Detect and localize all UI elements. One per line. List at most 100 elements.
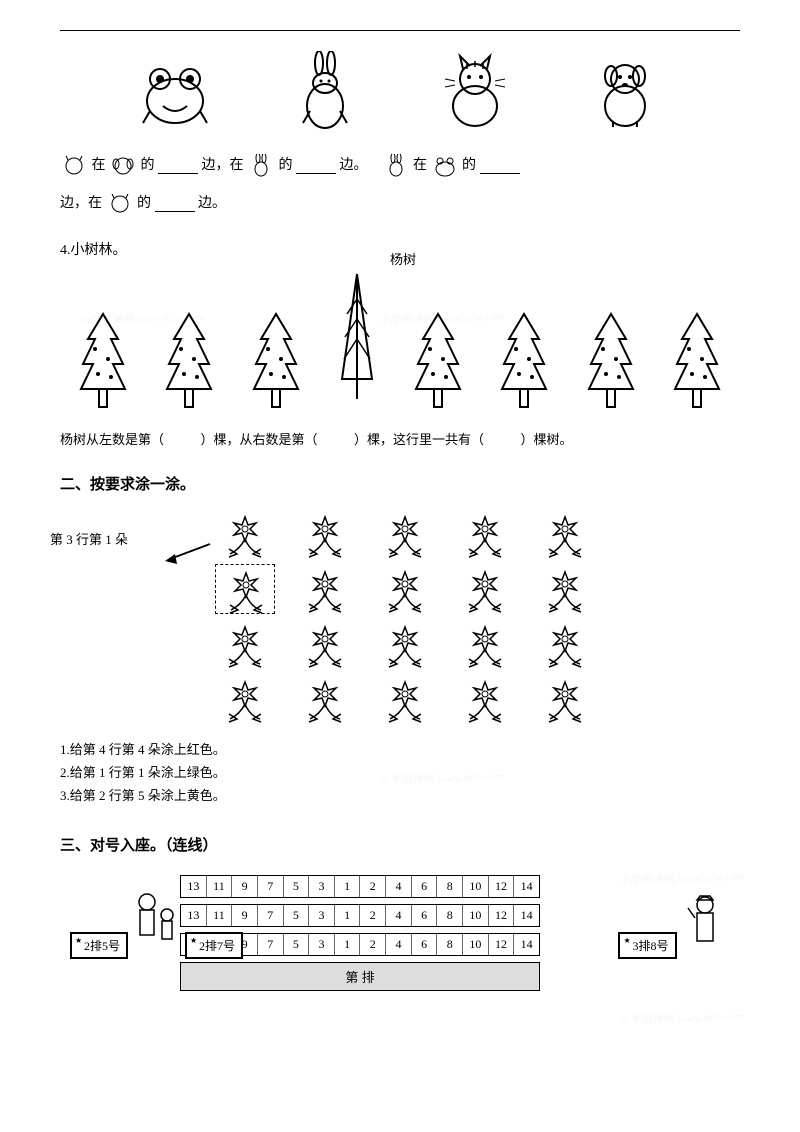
frog-small-icon: [433, 154, 457, 178]
seat[interactable]: 14: [514, 876, 539, 897]
seat[interactable]: 3: [309, 876, 335, 897]
first-row-label: 第 排: [180, 962, 540, 991]
seat[interactable]: 5: [284, 934, 310, 955]
seat[interactable]: 2: [360, 934, 386, 955]
text: 的: [137, 196, 151, 211]
blank[interactable]: [480, 158, 520, 174]
flower-icon[interactable]: [455, 619, 515, 669]
flower-icon[interactable]: [295, 674, 355, 724]
tree-question: 杨树从左数是第（ ）棵，从右数是第（ ）棵，这行里一共有（ ）棵树。: [60, 429, 740, 448]
flower-row: [215, 619, 740, 669]
seat[interactable]: 7: [258, 876, 284, 897]
seat[interactable]: 6: [412, 876, 438, 897]
flower-icon[interactable]: [535, 564, 595, 614]
text: ）棵，这行里一共有（: [354, 432, 484, 447]
seat[interactable]: 1: [335, 905, 361, 926]
animals-row: [60, 51, 740, 131]
text: 在: [413, 158, 427, 173]
seat[interactable]: 5: [284, 905, 310, 926]
seat[interactable]: 12: [489, 905, 515, 926]
seat[interactable]: 2: [360, 905, 386, 926]
seat[interactable]: 8: [437, 876, 463, 897]
dog-icon: [585, 51, 665, 131]
seat[interactable]: 2: [360, 876, 386, 897]
rabbit-icon: [285, 51, 365, 131]
seat[interactable]: 6: [412, 905, 438, 926]
text: 的: [462, 158, 476, 173]
seat[interactable]: 14: [514, 905, 539, 926]
flower-icon[interactable]: [455, 509, 515, 559]
flower-icon[interactable]: [535, 619, 595, 669]
seat[interactable]: 3: [309, 905, 335, 926]
flower-icon[interactable]: [455, 674, 515, 724]
cat-small-icon: [62, 154, 86, 178]
seat[interactable]: 1: [335, 876, 361, 897]
seat[interactable]: 3: [309, 934, 335, 955]
text: 的: [279, 158, 293, 173]
text: 边，在: [60, 196, 102, 211]
seat[interactable]: 8: [437, 934, 463, 955]
flower-icon[interactable]: [215, 619, 275, 669]
seat[interactable]: 4: [386, 876, 412, 897]
horizontal-rule: [60, 30, 740, 31]
blank[interactable]: [155, 196, 195, 212]
seat[interactable]: 7: [258, 934, 284, 955]
pine-tree-icon: [408, 309, 468, 409]
seat[interactable]: 10: [463, 876, 489, 897]
instruction-text: 1.给第 4 行第 4 朵涂上红色。: [60, 739, 740, 758]
flower-icon[interactable]: [215, 509, 275, 559]
watermark: 小学资源网 www.xj5u.com: [620, 1008, 745, 1028]
text: ）棵树。: [521, 432, 573, 447]
flower-icon[interactable]: [295, 619, 355, 669]
section-3-title: 三、对号入座。（连线）: [60, 834, 740, 855]
pine-tree-icon: [667, 309, 727, 409]
arrow-icon: [165, 539, 215, 569]
rabbit-small-icon: [384, 154, 408, 178]
flower-icon[interactable]: [215, 674, 275, 724]
seat[interactable]: 4: [386, 934, 412, 955]
seat[interactable]: 12: [489, 876, 515, 897]
instructions: 1.给第 4 行第 4 朵涂上红色。 2.给第 1 行第 1 朵涂上绿色。 3.给第…: [60, 739, 740, 804]
flower-icon[interactable]: [375, 674, 435, 724]
ticket-left-top: 2排5号: [70, 932, 128, 959]
trees-row: 杨树: [60, 269, 740, 409]
seat[interactable]: 6: [412, 934, 438, 955]
sentence-line-2: 边，在 的 边。: [60, 189, 740, 219]
frog-icon: [135, 51, 215, 131]
flower-icon[interactable]: [295, 564, 355, 614]
seat[interactable]: 1: [335, 934, 361, 955]
seat[interactable]: 10: [463, 905, 489, 926]
instruction-text: 3.给第 2 行第 5 朵涂上黄色。: [60, 785, 740, 804]
ticket-text: 2排7号: [199, 939, 235, 953]
seat[interactable]: 4: [386, 905, 412, 926]
flowers-grid: [215, 509, 740, 724]
text: 边。: [198, 196, 226, 211]
flower-icon[interactable]: [295, 509, 355, 559]
seat[interactable]: 12: [489, 934, 515, 955]
seat[interactable]: 8: [437, 905, 463, 926]
seat[interactable]: 10: [463, 934, 489, 955]
seat[interactable]: 5: [284, 876, 310, 897]
section-2-title: 二、按要求涂一涂。: [60, 473, 740, 494]
seat[interactable]: 7: [258, 905, 284, 926]
pine-tree-icon: [581, 309, 641, 409]
pine-tree-icon: [494, 309, 554, 409]
flower-icon[interactable]: [455, 564, 515, 614]
cat-icon: [435, 51, 515, 131]
flower-icon[interactable]: [215, 564, 275, 614]
blank[interactable]: [158, 158, 198, 174]
instruction-text: 2.给第 1 行第 1 朵涂上绿色。: [60, 762, 740, 781]
person-icon: [132, 890, 182, 950]
blank[interactable]: [296, 158, 336, 174]
flower-icon[interactable]: [375, 619, 435, 669]
ticket-text: 3排8号: [632, 939, 668, 953]
flower-icon[interactable]: [535, 509, 595, 559]
person-left: 2排5号 2排7号: [70, 885, 243, 959]
seat[interactable]: 14: [514, 934, 539, 955]
person-icon: [680, 890, 730, 950]
flower-icon[interactable]: [375, 509, 435, 559]
flower-row: [215, 674, 740, 724]
flower-icon[interactable]: [375, 564, 435, 614]
flower-icon[interactable]: [535, 674, 595, 724]
flowers-label: 第 3 行第 1 朵: [50, 529, 128, 548]
